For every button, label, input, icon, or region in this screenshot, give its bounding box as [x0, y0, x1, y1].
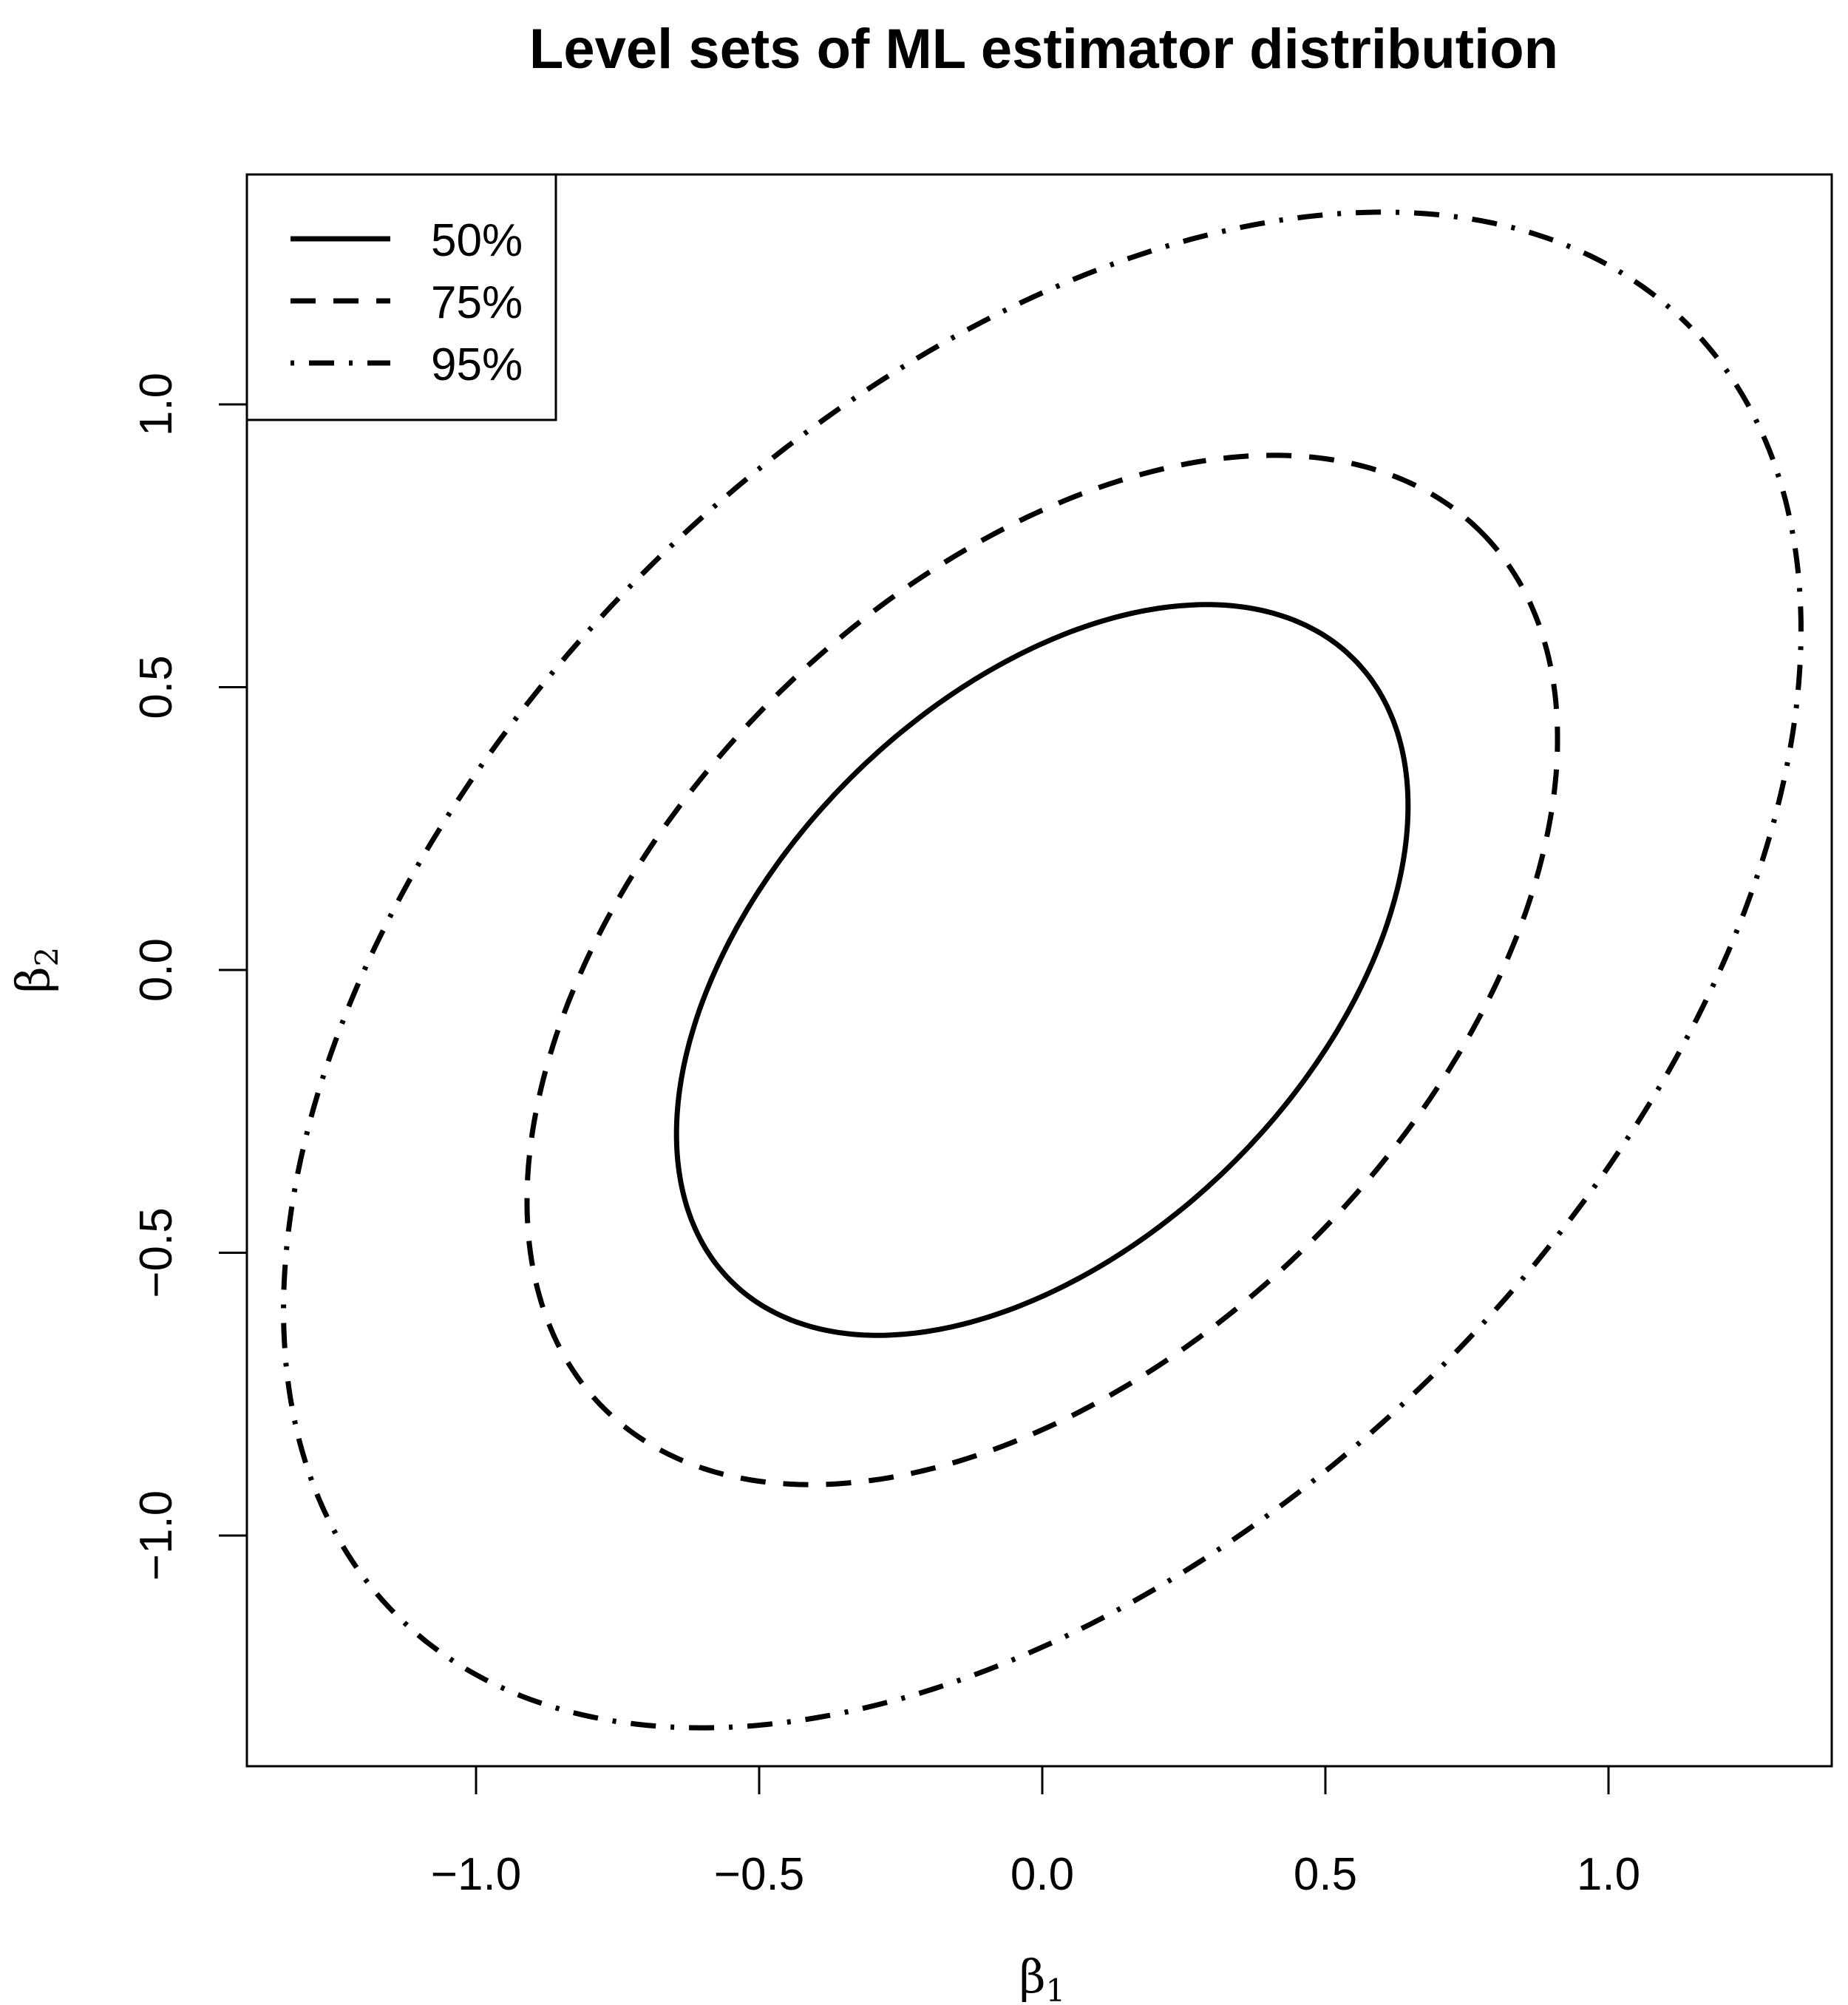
legend-box	[245, 173, 557, 421]
legend-label-95: 95%	[431, 339, 523, 390]
x-tick-label: 0.5	[1294, 1849, 1357, 1900]
y-axis-label-base: β	[6, 966, 60, 993]
x-axis-label-base: β	[1019, 1950, 1046, 2004]
chart-title: Level sets of ML estimator distribution	[529, 18, 1558, 81]
x-axis-label: β1	[1019, 1950, 1066, 2005]
legend: 50% 75% 95%	[245, 173, 557, 421]
x-tick-label: 1.0	[1577, 1849, 1640, 1900]
contour-95	[281, 209, 1804, 1731]
contour-75	[524, 452, 1560, 1487]
y-axis-label-sub: 2	[29, 947, 65, 967]
y-tick-label: −1.0	[131, 1490, 182, 1581]
y-axis: −1.0 −0.5 0.0 0.5 1.0	[131, 373, 248, 1581]
y-tick-label: 1.0	[131, 373, 182, 436]
y-tick-label: 0.0	[131, 938, 182, 1002]
x-tick-label: −1.0	[431, 1849, 521, 1900]
x-tick-label: 0.0	[1010, 1849, 1074, 1900]
x-axis: −1.0 −0.5 0.0 0.5 1.0	[431, 1765, 1640, 1900]
x-tick-label: −0.5	[714, 1849, 804, 1900]
y-tick-label: 0.5	[131, 655, 182, 719]
y-tick-label: −0.5	[131, 1207, 182, 1297]
y-axis-label: β2	[6, 947, 65, 994]
x-axis-label-sub: 1	[1046, 1972, 1066, 2005]
legend-label-75: 75%	[431, 277, 523, 328]
legend-label-50: 50%	[431, 215, 523, 266]
contour-lines	[281, 209, 1804, 1731]
contour-50	[673, 602, 1411, 1338]
